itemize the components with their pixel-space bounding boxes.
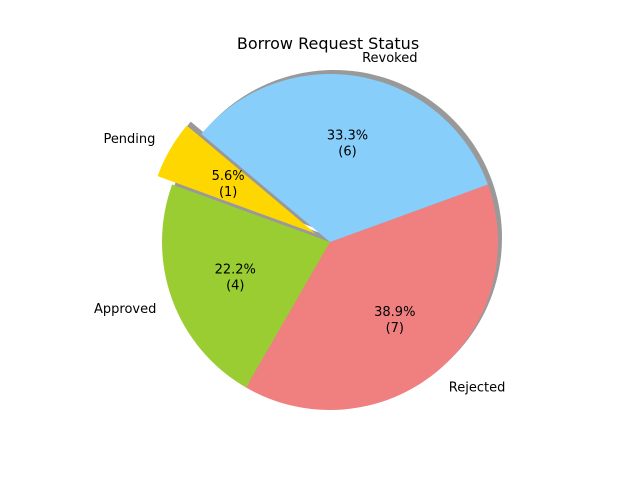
chart-title: Borrow Request Status	[237, 34, 419, 53]
pie-slice-approved	[161, 184, 330, 388]
pie-slices	[157, 74, 498, 410]
pie-slice-revoked	[201, 74, 488, 242]
pie-slice-pending	[157, 125, 316, 234]
slice-count-rejected: (7)	[386, 321, 404, 336]
slice-percent-revoked: 33.3%	[327, 129, 368, 144]
pie-labels: Pending 5.6%(1) Approved 22.2%(4) Rejected 38…	[94, 51, 505, 396]
slice-percent-approved: 22.2%	[215, 262, 256, 277]
slice-percent-rejected: 38.9%	[374, 305, 415, 320]
slice-label-revoked: Revoked	[362, 51, 417, 66]
slice-count-approved: (4)	[226, 278, 244, 293]
slice-label-approved: Approved	[94, 302, 156, 317]
pie-slice-rejected	[246, 184, 498, 410]
slice-label-pending: Pending	[103, 132, 155, 147]
slice-count-revoked: (6)	[338, 145, 356, 160]
slice-count-pending: (1)	[219, 185, 237, 200]
slice-label-rejected: Rejected	[449, 381, 506, 396]
slice-percent-pending: 5.6%	[212, 169, 245, 184]
